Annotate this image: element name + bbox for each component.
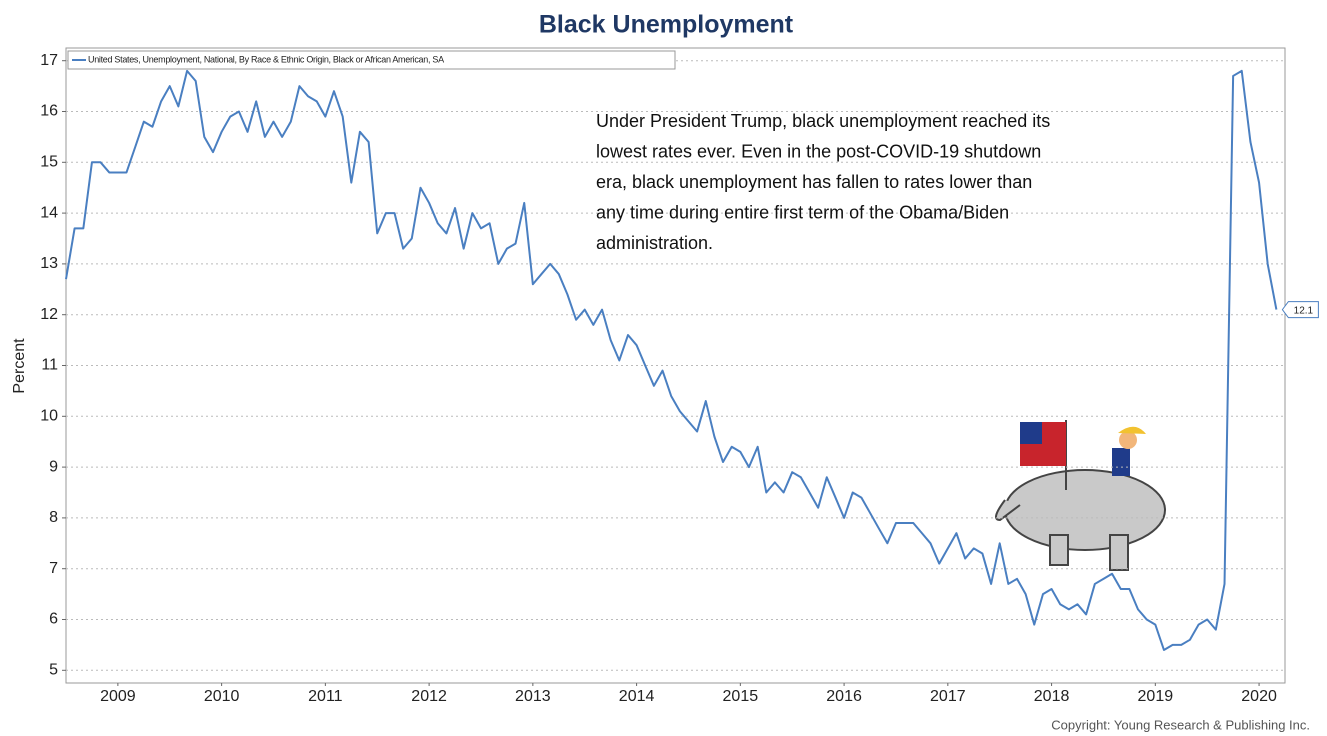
- y-tick-label: 9: [49, 458, 58, 475]
- x-tick-label: 2011: [308, 688, 343, 705]
- annotation: any time during entire first term of the…: [596, 202, 1009, 222]
- x-tick-label: 2013: [515, 688, 551, 705]
- annotation: Under President Trump, black unemploymen…: [596, 111, 1050, 131]
- x-tick-label: 2016: [826, 688, 862, 705]
- legend-label: United States, Unemployment, National, B…: [88, 54, 444, 64]
- legend: United States, Unemployment, National, B…: [67, 50, 676, 70]
- y-tick-label: 13: [40, 255, 58, 272]
- end-tag: [1281, 301, 1319, 319]
- x-tick-label: 2015: [723, 688, 759, 705]
- annotation: lowest rates ever. Even in the post-COVI…: [596, 141, 1041, 161]
- x-tick-label: 2012: [411, 688, 447, 705]
- x-tick-label: 2010: [204, 688, 240, 705]
- y-tick-label: 6: [49, 611, 58, 628]
- y-tick-label: 17: [40, 52, 58, 69]
- y-tick-label: 11: [41, 357, 58, 374]
- legend-box: [67, 50, 676, 70]
- y-tick-label: 7: [49, 560, 58, 577]
- illustration: [995, 420, 1166, 571]
- y-tick-label: 5: [49, 662, 58, 679]
- end-label: 12.1: [1294, 305, 1314, 316]
- y-tick-label: 10: [40, 408, 58, 425]
- x-tick-label: 2019: [1138, 688, 1174, 705]
- x-tick-label: 2020: [1241, 688, 1277, 705]
- annotation: administration.: [596, 233, 713, 253]
- annotation: era, black unemployment has fallen to ra…: [596, 172, 1032, 192]
- y-tick-label: 12: [40, 306, 58, 323]
- x-tick-label: 2014: [619, 688, 655, 705]
- x-tick-label: 2017: [930, 688, 966, 705]
- y-tick-label: 8: [49, 509, 58, 526]
- y-tick-label: 16: [40, 103, 58, 120]
- y-axis-label: Percent: [11, 338, 28, 394]
- x-tick-label: 2009: [100, 688, 136, 705]
- y-tick-label: 14: [40, 204, 58, 221]
- x-tick-label: 2018: [1034, 688, 1070, 705]
- y-tick-label: 15: [40, 154, 58, 171]
- copyright: Copyright: Young Research & Publishing I…: [1051, 717, 1310, 732]
- chart-title: Black Unemployment: [539, 11, 794, 39]
- data-line: [65, 69, 1278, 651]
